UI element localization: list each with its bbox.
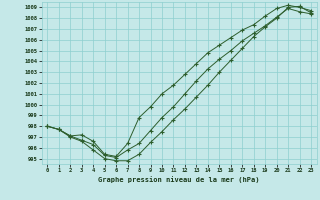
X-axis label: Graphe pression niveau de la mer (hPa): Graphe pression niveau de la mer (hPa) (99, 176, 260, 183)
